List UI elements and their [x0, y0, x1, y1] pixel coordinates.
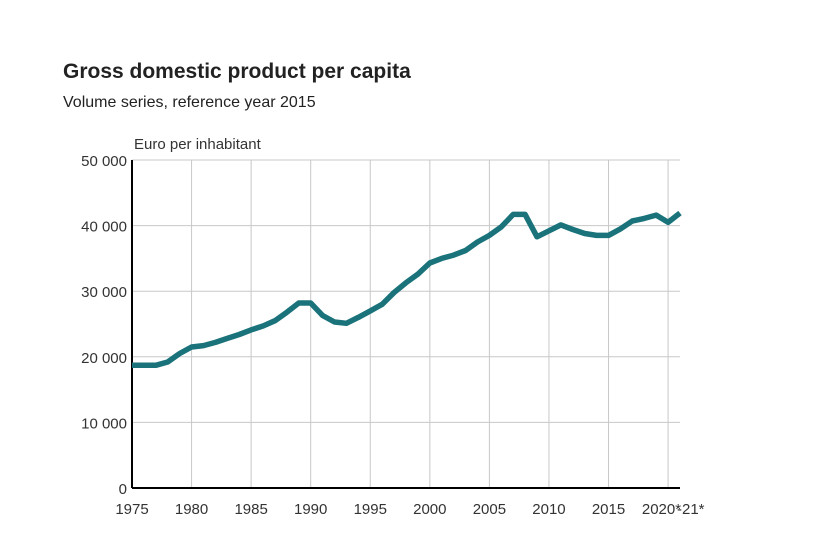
x-tick-label: 1975 [115, 501, 148, 518]
y-tick-label: 40 000 [81, 219, 127, 236]
x-tick-label: 2015 [592, 501, 625, 518]
y-tick-label: 30 000 [81, 284, 127, 301]
x-tick-label: 1990 [294, 501, 327, 518]
x-tick-label: 2020* [642, 501, 681, 518]
y-tick-label: 20 000 [81, 350, 127, 367]
y-tick-label: 0 [119, 481, 127, 498]
y-axis-label: Euro per inhabitant [134, 136, 262, 153]
gdp-series-line [132, 210, 682, 369]
x-tick-label: 1995 [354, 501, 387, 518]
x-tick-label: 2005 [473, 501, 506, 518]
y-tick-label: 10 000 [81, 415, 127, 432]
x-tick-label: -21* [677, 501, 705, 518]
chart-subtitle: Volume series, reference year 2015 [63, 94, 316, 111]
chart-title: Gross domestic product per capita [63, 60, 411, 83]
x-tick-label: 1980 [175, 501, 208, 518]
y-tick-label: 50 000 [81, 153, 127, 170]
x-tick-label: 2010 [532, 501, 565, 518]
x-tick-label: 1985 [234, 501, 267, 518]
x-tick-label: 2000 [413, 501, 446, 518]
